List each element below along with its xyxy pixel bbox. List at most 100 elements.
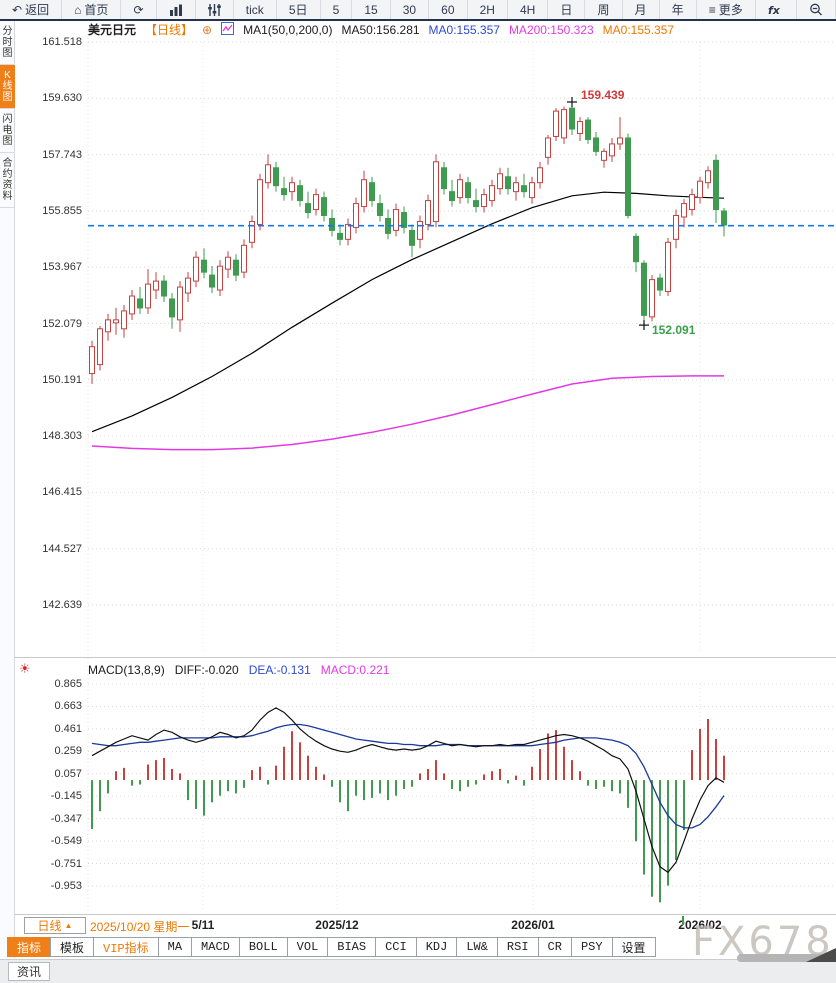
indicator-toolbar: 指标 模板 VIP指标 MA MACD BOLL VOL BIAS CCI KDJ LW& RSI CR… (7, 937, 656, 957)
period-selector[interactable]: 日线 ▲ (24, 917, 86, 934)
menu-icon: ≡ (708, 2, 716, 17)
toolbar-button-16[interactable]: 年 (660, 0, 697, 19)
indicator-button-9[interactable]: KDJ (415, 937, 458, 957)
price-axis-label: 159.630 (42, 92, 82, 105)
toolbar-underline (0, 19, 836, 21)
indicator-button-12[interactable]: CR (537, 937, 572, 957)
macd-title: MACD(13,8,9) (88, 662, 165, 677)
toolbar-button-14[interactable]: 周 (585, 0, 623, 19)
price-axis-label: 142.639 (42, 599, 82, 611)
ma-settings-label: MA1(50,0,200,0) (243, 22, 333, 37)
macd-dea-value: DEA:-0.131 (248, 662, 311, 677)
toolbar-button-15[interactable]: 月 (623, 0, 660, 19)
indicator-button-5[interactable]: BOLL (238, 937, 288, 957)
toolbar-button-label: 返回 (25, 3, 50, 17)
sidebar-tab-3[interactable]: 合约资料 (0, 153, 15, 208)
price-axis-label: 155.855 (42, 204, 82, 217)
toolbar-button-label: 更多 (718, 3, 743, 17)
macd-header: MACD(13,8,9) DIFF:-0.020 DEA:-0.131 MACD… (88, 662, 389, 677)
home-icon: ⌂ (74, 2, 82, 17)
indicator-button-14[interactable]: 设置 (611, 937, 656, 957)
time-axis-tick-1: 2025/12 (315, 918, 359, 932)
time-axis-tick-3: 2026/02 (678, 918, 722, 932)
chart-type-icon (221, 21, 235, 38)
macd-axis-label: -0.953 (50, 879, 82, 892)
price-axis-label: 161.518 (42, 36, 82, 48)
indicator-button-3[interactable]: MA (157, 937, 193, 957)
sidebar-tab-2[interactable]: 闪电图 (0, 109, 15, 153)
indicator-button-0[interactable]: 指标 (7, 937, 52, 957)
bar-chart-icon (169, 4, 183, 16)
panel-separator (15, 657, 836, 658)
macd-diff-value: DIFF:-0.020 (174, 662, 239, 677)
toolbar-button-7[interactable]: 5 (321, 0, 353, 19)
indicator-button-2[interactable]: VIP指标 (93, 937, 159, 957)
toolbar-button-12[interactable]: 4H (508, 0, 549, 19)
toolbar-button-9[interactable]: 30 (391, 0, 430, 19)
toolbar-button-5[interactable]: tick (234, 0, 277, 19)
toolbar-button-10[interactable]: 60 (429, 0, 468, 19)
indicator-button-1[interactable]: 模板 (50, 937, 95, 957)
zoom-out-icon[interactable] (797, 0, 836, 19)
macd-axis-label: -0.347 (50, 812, 82, 825)
price-axis-label: 148.303 (42, 430, 82, 443)
macd-axis-label: -0.751 (50, 857, 82, 870)
ma50-value: MA50:156.281 (341, 22, 420, 37)
low-price-label: 152.091 (652, 323, 696, 337)
sidebar-tab-0[interactable]: 分时图 (0, 21, 15, 65)
toolbar-fx-button-18[interactable]: fx (756, 0, 797, 19)
indicator-button-10[interactable]: LW& (456, 937, 498, 957)
time-axis-tick-0: 5/11 (191, 918, 215, 932)
macd-axis-label: 0.259 (54, 745, 82, 758)
axis-cursor-tick (682, 916, 684, 925)
toolbar-button-label: 首页 (84, 3, 109, 17)
bar-chart-icon[interactable] (157, 0, 196, 19)
toolbar-button-8[interactable]: 15 (352, 0, 391, 19)
sidebar-tab-1[interactable]: K线图 (0, 65, 15, 109)
alert-sun-icon[interactable]: ☀ (19, 661, 31, 676)
horizontal-scrollbar[interactable] (737, 954, 836, 962)
zoom-out-icon (809, 3, 823, 16)
indicator-button-7[interactable]: BIAS (327, 937, 377, 957)
symbol-name: 美元日元 (88, 23, 137, 37)
toolbar-button-6[interactable]: 5日 (277, 0, 321, 19)
macd-axis-label: -0.145 (50, 790, 82, 803)
refresh-icon[interactable]: ⟳ (121, 0, 157, 19)
toolbar-button-label: 5日 (288, 3, 308, 17)
back-arrow-icon: ↶ (12, 2, 23, 17)
toolbar-menu-button-17[interactable]: ≡ 更多 (697, 0, 756, 19)
price-axis-label: 157.743 (42, 148, 82, 161)
price-axis-label: 153.967 (42, 261, 82, 274)
toolbar-back-arrow-button-0[interactable]: ↶ 返回 (0, 0, 63, 19)
svg-text:fx: fx (768, 4, 781, 16)
period-tag[interactable]: 【日线】 (145, 23, 194, 37)
time-axis-tick-2: 2026/01 (511, 918, 555, 932)
news-tab[interactable]: 资讯 (8, 962, 50, 981)
chart-header: 美元日元 【日线】 ⊕ MA1(50,0,200,0) MA50:156.281… (88, 21, 675, 38)
toolbar-button-11[interactable]: 2H (468, 0, 508, 19)
axis-first-date: 2025/10/20 星期一 (90, 920, 190, 934)
ma0-orange-value: MA0:155.357 (602, 22, 675, 37)
indicator-button-4[interactable]: MACD (191, 937, 240, 957)
sidebar-tabs: 分时图 K线图 闪电图 合约资料 (0, 21, 15, 958)
macd-axis-label: 0.865 (54, 678, 82, 690)
top-toolbar: ↶ 返回 ⌂ 首页 ⟳ tick 5日 5 15 30 60 2H 4H 日周月年 ≡ 更多 fx (0, 0, 836, 19)
add-indicator-icon[interactable]: ⊕ (202, 22, 213, 37)
indicator-button-6[interactable]: VOL (286, 937, 329, 957)
sliders-icon[interactable] (196, 0, 234, 19)
ma0-blue-value: MA0:155.357 (428, 22, 500, 37)
macd-axis-label: 0.663 (54, 700, 82, 713)
price-axis-label: 152.079 (42, 317, 82, 330)
triangle-up-icon: ▲ (64, 921, 73, 930)
bottom-strip (0, 959, 836, 983)
indicator-button-11[interactable]: RSI (496, 937, 539, 957)
toolbar-button-13[interactable]: 日 (548, 0, 586, 19)
indicator-button-13[interactable]: PSY (570, 937, 613, 957)
indicator-button-8[interactable]: CCI (375, 937, 417, 957)
toolbar-button-label: 周 (597, 3, 610, 17)
toolbar-home-button-1[interactable]: ⌂ 首页 (62, 0, 122, 19)
toolbar-button-label: 5 (332, 2, 340, 17)
macd-axis-label: -0.549 (50, 835, 82, 848)
